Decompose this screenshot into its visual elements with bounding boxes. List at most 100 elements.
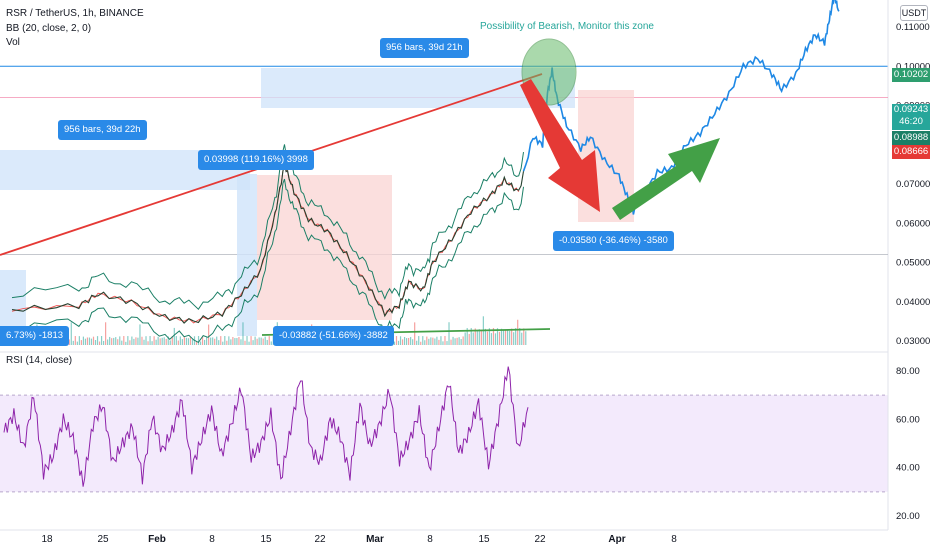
volume-bar: [476, 331, 478, 345]
bb-upper-band: [11, 144, 524, 310]
volume-bar: [234, 338, 236, 345]
rsi-line: [3, 366, 529, 487]
currency-button[interactable]: USDT: [900, 5, 928, 21]
bb-lower-band: [11, 178, 524, 344]
volume-bar: [266, 339, 268, 345]
price-tick-label: 0.03000: [896, 336, 930, 347]
rsi-legend: RSI (14, close): [6, 355, 73, 366]
volume-bar: [103, 340, 105, 345]
volume-bar: [438, 339, 440, 345]
time-tick-label: Feb: [148, 534, 166, 545]
volume-bar: [80, 340, 82, 345]
volume-bar: [224, 336, 226, 345]
volume-bar: [399, 336, 402, 345]
april-drop-label: -0.03580 (-36.46%) -3580: [553, 231, 674, 251]
volume-bar: [480, 329, 482, 345]
gain-measure-box: [237, 174, 257, 336]
volume-bar: [151, 341, 153, 345]
rsi-tick-label: 40.00: [896, 463, 920, 474]
volume-bar: [474, 328, 476, 345]
volume-bar: [157, 336, 159, 345]
volume-bar: [256, 338, 258, 345]
volume-bar: [222, 341, 224, 345]
volume-bar: [177, 340, 179, 345]
volume-bar: [525, 331, 527, 345]
volume-bar: [452, 336, 454, 345]
volume-bar: [511, 328, 513, 345]
volume-bar: [258, 337, 260, 345]
volume-bar: [72, 340, 74, 345]
time-tick-label: 22: [534, 534, 546, 545]
volume-bar: [496, 328, 499, 345]
volume-bar: [470, 328, 472, 345]
volume-bar: [189, 336, 192, 345]
volume-bar: [472, 332, 474, 345]
volume-bar: [517, 319, 519, 345]
volume-bar: [197, 336, 200, 345]
volume-bar: [212, 337, 214, 345]
volume-bar: [111, 338, 113, 345]
volume-bar: [68, 339, 70, 345]
volume-bar: [204, 339, 206, 345]
time-tick-label: 15: [478, 534, 490, 545]
countdown-value: 46:20: [899, 116, 923, 127]
volume-bar: [442, 341, 444, 345]
volume-bar: [232, 337, 234, 345]
volume-bar: [139, 324, 141, 345]
price-candles: [11, 163, 525, 324]
volume-bar: [422, 336, 424, 345]
volume-bar: [115, 337, 117, 345]
volume-bar: [145, 336, 147, 345]
time-tick-label: 8: [427, 534, 433, 545]
volume-bar: [523, 328, 525, 345]
volume-bar: [131, 336, 133, 345]
volume-bar: [181, 339, 183, 345]
volume-bar: [406, 338, 408, 345]
volume-bar: [94, 340, 97, 345]
volume-bar: [416, 340, 418, 345]
volume-bar: [486, 331, 488, 345]
volume-bar: [96, 336, 99, 345]
volume-bar: [424, 340, 426, 345]
volume-bar: [484, 328, 486, 345]
volume-bar: [201, 336, 204, 345]
volume-bar: [418, 336, 420, 345]
volume-bar: [403, 336, 406, 345]
volume-bar: [500, 328, 503, 345]
volume-bar: [519, 328, 521, 345]
volume-bar: [175, 336, 177, 345]
bb-legend: BB (20, close, 2, 0): [6, 23, 92, 34]
volume-bar: [167, 336, 169, 345]
volume-bar: [458, 337, 460, 345]
volume-bar: [117, 339, 119, 345]
volume-bar: [238, 337, 240, 345]
volume-bar: [412, 339, 414, 345]
volume-bar: [206, 336, 208, 345]
volume-bar: [147, 341, 149, 345]
volume-bar: [397, 340, 400, 345]
volume-bar: [119, 336, 121, 345]
volume-bar: [236, 338, 238, 345]
symbol-legend: RSR / TetherUS, 1h, BINANCE: [6, 8, 144, 19]
bearish-note: Possibility of Bearish, Monitor this zon…: [480, 21, 654, 32]
volume-bar: [155, 339, 157, 345]
volume-bar: [502, 330, 505, 345]
volume-bar: [113, 337, 115, 345]
volume-bar: [218, 340, 220, 345]
price-tick-label: 0.04000: [896, 297, 930, 308]
volume-bar: [92, 336, 95, 345]
volume-bar: [420, 341, 422, 345]
volume-bar: [260, 337, 262, 345]
volume-bar: [509, 330, 511, 345]
volume-legend: Vol: [6, 37, 20, 48]
volume-bar: [395, 336, 398, 345]
bars-range-label-top: 956 bars, 39d 21h: [380, 38, 469, 58]
price-tick-label: 0.10000: [896, 61, 930, 72]
volume-bar: [171, 336, 173, 345]
time-tick-label: Mar: [366, 534, 384, 545]
volume-bar: [121, 340, 123, 345]
volume-bar: [428, 338, 430, 345]
volume-bar: [98, 341, 101, 345]
volume-bar: [410, 337, 412, 345]
